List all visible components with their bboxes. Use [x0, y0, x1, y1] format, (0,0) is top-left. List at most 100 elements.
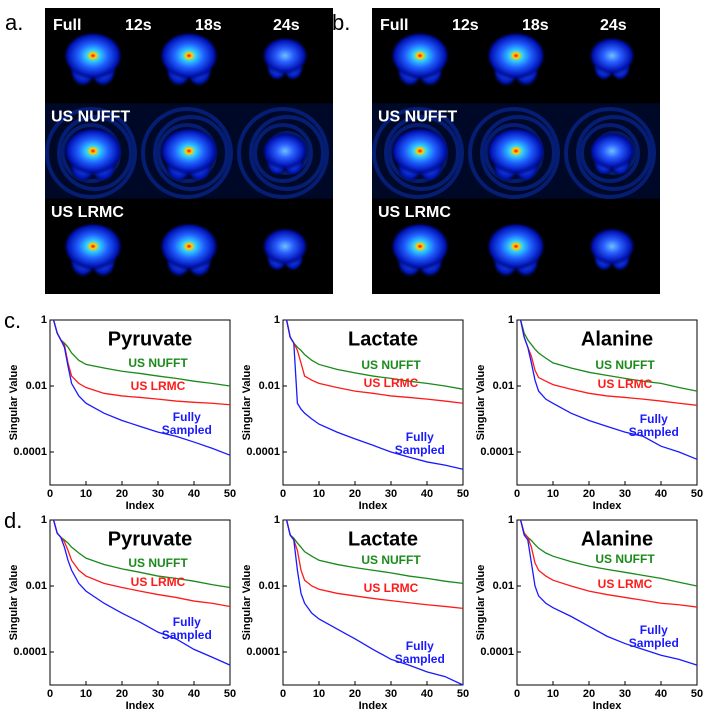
image-cell: [564, 103, 660, 199]
y-tick-label: 1: [41, 314, 47, 326]
column-label: 24s: [273, 17, 300, 34]
curve-label-box: Fully Sampled: [395, 431, 445, 457]
blob: [261, 36, 309, 75]
chart-title: Pyruvate: [108, 328, 193, 350]
x-tick-label: 50: [224, 488, 236, 500]
curve-label-box: US NUFFT: [128, 557, 187, 570]
series-line: [285, 519, 464, 585]
x-tick-label: 0: [47, 688, 53, 700]
blob: [588, 36, 636, 75]
plot-area: [49, 519, 231, 686]
artifact-ring: [153, 115, 229, 191]
plot-area: [282, 319, 464, 486]
blob: [390, 31, 450, 80]
image-cell: [390, 31, 450, 88]
curve-label: US LRMC: [363, 581, 419, 595]
x-tick-label: 40: [421, 688, 433, 700]
curve-label: US LRMC: [597, 378, 653, 392]
x-tick-label: 30: [385, 488, 397, 500]
image-cell: [159, 222, 219, 279]
blob: [63, 222, 123, 271]
blob: [486, 31, 546, 80]
column-label: Full: [53, 17, 81, 34]
chart-title: Lactate: [348, 328, 418, 350]
series-line: [519, 519, 698, 587]
curve-label-box: US LRMC: [130, 380, 186, 394]
curve-label: US LRMC: [597, 578, 653, 592]
chart-title: Alanine: [581, 528, 653, 550]
image-cell: [390, 222, 450, 279]
blob: [261, 227, 309, 266]
blob: [159, 127, 219, 175]
blob: [486, 222, 546, 271]
y-tick-label: 0.01: [493, 580, 514, 592]
curve-label: Fully Sampled: [161, 410, 212, 437]
curve-label: US NUFFT: [128, 357, 188, 371]
x-tick-label: 50: [691, 688, 703, 700]
x-tick-label: 10: [313, 488, 325, 500]
series-line: [519, 519, 698, 666]
row-label: US NUFFT: [51, 109, 130, 126]
y-tick-label: 1: [41, 514, 47, 526]
x-axis-label: Index: [126, 700, 156, 712]
panel-label: c.: [4, 308, 21, 333]
chart-title: Alanine: [581, 328, 653, 350]
image-cell: [468, 103, 564, 199]
x-tick-label: 0: [280, 688, 286, 700]
artifact-ring: [576, 115, 652, 191]
artifact-ring: [237, 107, 329, 199]
curve-label-box: US NUFFT: [361, 359, 421, 373]
curve-label-box: US LRMC: [364, 377, 419, 390]
x-tick-label: 20: [583, 488, 595, 500]
series-line: [285, 319, 464, 470]
x-tick-label: 20: [116, 488, 128, 500]
blob: [390, 127, 450, 175]
curve-label-box: US NUFFT: [361, 554, 420, 567]
curve-label: Fully Sampled: [394, 640, 445, 667]
x-axis-label: Index: [593, 700, 623, 712]
blob: [390, 222, 450, 271]
y-tick-label: 0.0001: [246, 646, 280, 658]
artifact-ring: [57, 115, 133, 191]
y-axis-label: Singular Value: [8, 365, 20, 441]
x-axis-label: Index: [126, 500, 156, 512]
artifact-ring: [480, 115, 556, 191]
x-axis-label: Index: [593, 500, 623, 512]
curve-label: US NUFFT: [361, 359, 421, 373]
x-tick-label: 20: [116, 688, 128, 700]
image-cell: [588, 227, 636, 272]
y-tick-label: 0.0001: [13, 446, 47, 458]
artifact-ring: [141, 107, 233, 199]
curve-label-box: Fully Sampled: [629, 413, 679, 439]
image-cell: [261, 36, 309, 82]
x-tick-label: 10: [80, 688, 92, 700]
curve-label: US LRMC: [130, 380, 186, 394]
x-tick-label: 10: [547, 688, 559, 700]
curve-label-box: Fully Sampled: [394, 640, 445, 667]
series-line: [285, 319, 464, 404]
column-label: 24s: [600, 17, 627, 34]
y-tick-label: 1: [508, 314, 514, 326]
image-cell: [159, 31, 219, 88]
blob: [588, 131, 636, 171]
image-cell: [486, 222, 546, 279]
curve-label-box: US LRMC: [597, 578, 653, 592]
series-line: [519, 319, 698, 392]
blob: [261, 131, 309, 171]
x-tick-label: 30: [385, 688, 397, 700]
y-tick-label: 0.01: [26, 380, 47, 392]
artifact-ring: [580, 123, 640, 183]
y-axis-label: Singular Value: [241, 365, 253, 441]
x-tick-label: 0: [514, 488, 520, 500]
curve-label-box: US NUFFT: [128, 357, 188, 371]
x-tick-label: 50: [224, 688, 236, 700]
x-tick-label: 50: [457, 688, 469, 700]
image-cell: [486, 31, 546, 88]
blob: [63, 127, 123, 175]
y-tick-label: 0.0001: [480, 646, 514, 658]
panel-label: b.: [332, 10, 350, 35]
series-line: [519, 319, 698, 406]
row-label: US NUFFT: [378, 109, 457, 126]
curve-label-box: Fully Sampled: [629, 624, 679, 650]
